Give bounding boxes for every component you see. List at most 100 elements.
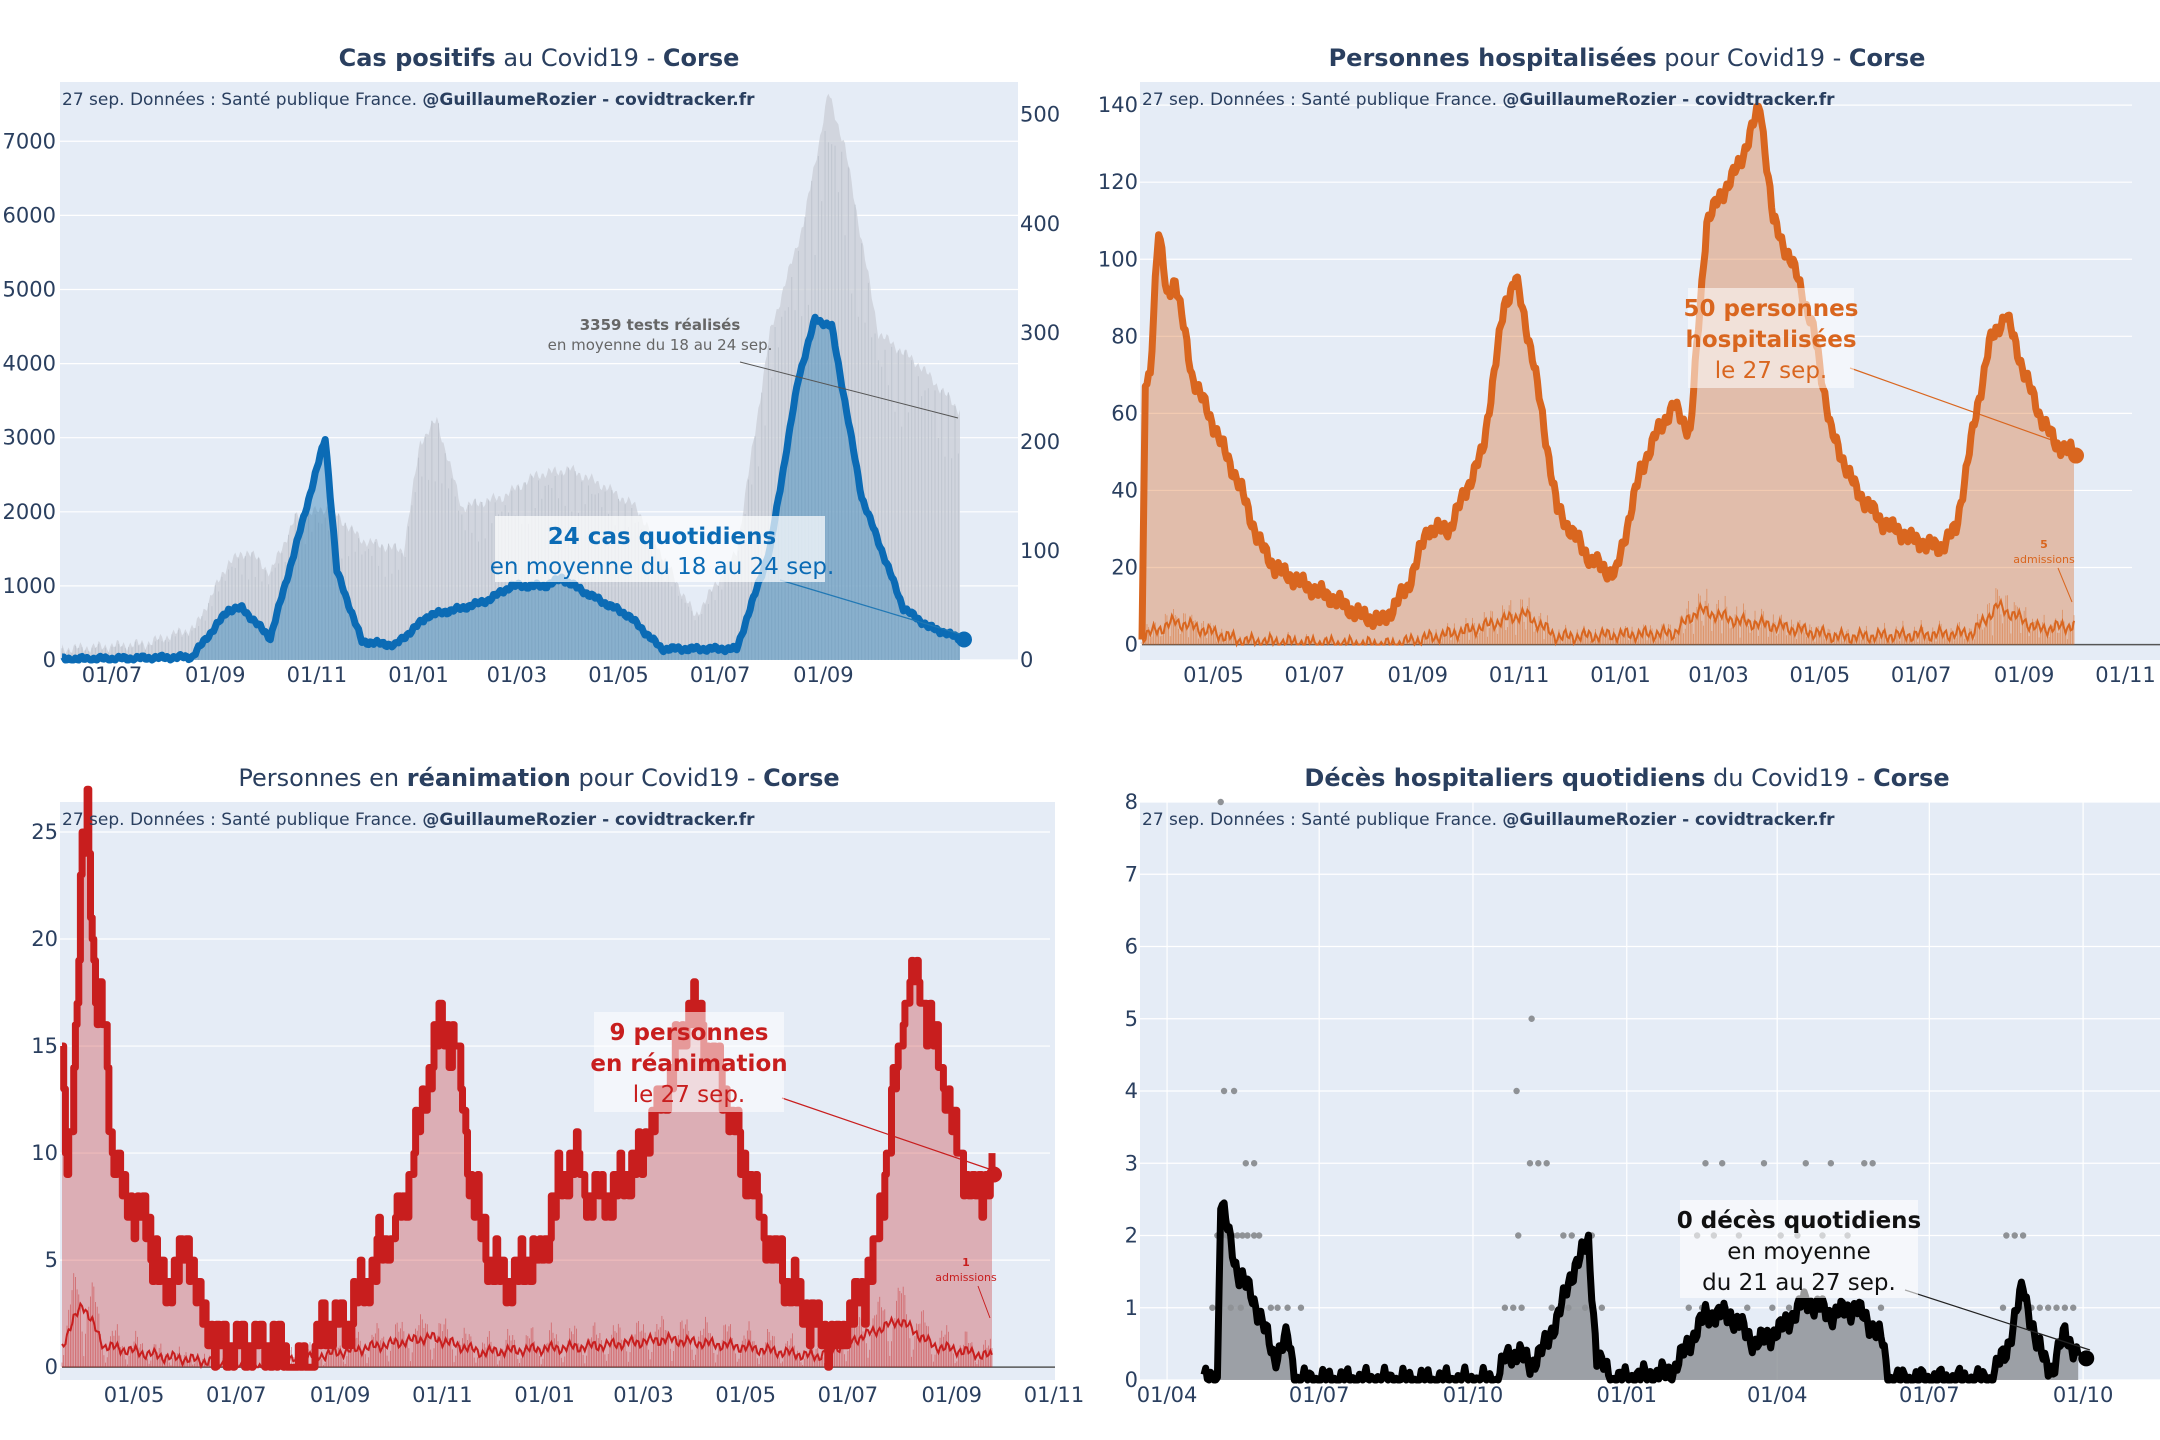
cases-x-tick-label: 01/07 [690, 663, 751, 687]
hosp-admissions-line [1141, 597, 2075, 648]
deaths-daily-dot [1518, 1304, 1525, 1311]
icu-title-part-4: Corse [763, 764, 840, 792]
hosp-admissions-line1: 5 [2040, 538, 2048, 551]
icu-admissions-line2: admissions [935, 1271, 997, 1284]
cases-y-tick-label: 3000 [3, 426, 56, 450]
cases-x-tick-label: 01/03 [487, 663, 548, 687]
icu-x-tick-label: 01/11 [412, 1383, 473, 1407]
hosp-admissions-line2: admissions [2013, 553, 2075, 566]
icu-annotation-line2: en réanimation [590, 1051, 787, 1077]
hosp-y-tick-label: 40 [1111, 478, 1138, 502]
deaths-daily-dot [1255, 1232, 1263, 1239]
cases-annotation-box [495, 516, 825, 582]
hosp-y-tick-label: 0 [1125, 633, 1138, 657]
deaths-daily-dot [1274, 1304, 1281, 1311]
icu-line [60, 785, 996, 1371]
icu-admissions-line1: 1 [962, 1256, 970, 1269]
deaths-daily-dot [1769, 1304, 1776, 1311]
deaths-daily-dot [1239, 1232, 1246, 1239]
deaths-annotation-arrow [1904, 1289, 2091, 1351]
deaths-daily-dot [1543, 1160, 1550, 1167]
deaths-daily-dot [1242, 1160, 1249, 1167]
cases-y-tick-label: 0 [43, 648, 56, 672]
deaths-daily-dot [1581, 1304, 1589, 1311]
hosp-y-tick-label: 120 [1098, 170, 1138, 194]
deaths-daily-dot [1501, 1304, 1509, 1311]
deaths-y-tick-label: 4 [1125, 1079, 1138, 1103]
deaths-y-tick-label: 6 [1125, 935, 1138, 959]
deaths-y-tick-label: 1 [1125, 1296, 1138, 1320]
deaths-daily-dot [1528, 1015, 1535, 1022]
panel-icu: 01/05 01/07 01/09 01/11 01/01 01/03 01/05 01/07… [31, 764, 1084, 1407]
icu-x-tick-label: 01/05 [104, 1383, 165, 1407]
deaths-daily-dot [1515, 1232, 1522, 1239]
deaths-x-tick-label: 01/01 [1596, 1383, 1657, 1407]
cases-y2-tick-label: 400 [1020, 212, 1060, 236]
hosp-x-tick-label: 01/03 [1688, 663, 1749, 687]
cases-x-tick-label: 01/01 [388, 663, 449, 687]
icu-chart-title: Personnes en réanimation pour Covid19 - … [238, 764, 839, 792]
deaths-daily-dot [1510, 1304, 1517, 1311]
deaths-daily-dot [1209, 1304, 1216, 1311]
hosp-y-tick-label: 20 [1111, 556, 1138, 580]
deaths-y-tick-label: 0 [1125, 1368, 1138, 1392]
cases-last-point [956, 631, 972, 648]
deaths-annotation-line3: du 21 au 27 sep. [1702, 1270, 1896, 1296]
deaths-annotation: 0 décès quotidiens en moyenne du 21 au 2… [1677, 1200, 2091, 1351]
deaths-daily-dot [1234, 1232, 1241, 1239]
deaths-title-part-3: Corse [1873, 764, 1950, 792]
deaths-daily-dot [1548, 1304, 1555, 1311]
icu-x-tick-label: 01/01 [514, 1383, 575, 1407]
cases-x-tick-label: 01/09 [793, 663, 854, 687]
source-plain: 27 sep. Données : Santé publique France. [1142, 90, 1502, 110]
deaths-x-tick-label: 01/10 [1443, 1383, 1504, 1407]
hosp-annotation-line1: 50 personnes [1684, 296, 1859, 322]
cases-x-tick-label: 01/07 [82, 663, 143, 687]
deaths-daily-dot [2036, 1304, 2043, 1311]
deaths-daily-dot [1250, 1232, 1258, 1239]
deaths-daily-dot [1230, 1087, 1238, 1095]
cases-annotation-line2: en moyenne du 18 au 24 sep. [490, 554, 835, 580]
hosp-x-tick-label: 01/09 [1388, 663, 1449, 687]
icu-y-tick-label: 10 [31, 1141, 58, 1165]
cases-annotation-arrow [779, 579, 961, 635]
icu-last-point [986, 1166, 1002, 1183]
hosp-plot-area [1140, 82, 2160, 660]
cases-title-part-2: au Covid19 - [496, 44, 663, 72]
hosp-y-tick-label: 140 [1098, 93, 1138, 117]
deaths-x-tick-label: 01/04 [1747, 1383, 1808, 1407]
icu-x-tick-label: 01/09 [922, 1383, 983, 1407]
icu-admissions-annotation: 1 admissions [935, 1256, 997, 1319]
cases-x-tick-label: 01/09 [185, 663, 246, 687]
icu-x-tick-label: 01/09 [310, 1383, 371, 1407]
cases-y2-tick-label: 500 [1020, 103, 1060, 127]
deaths-x-tick-label: 01/07 [1289, 1383, 1350, 1407]
hosp-chart-title: Personnes hospitalisées pour Covid19 - C… [1329, 44, 1926, 72]
hosp-annotation-arrow [1849, 367, 2075, 449]
deaths-source-note: 27 sep. Données : Santé publique France.… [1142, 810, 1835, 830]
deaths-daily-dot [1877, 1304, 1885, 1311]
icu-admissions-arrow [977, 1285, 991, 1319]
hosp-y-tick-label: 100 [1098, 247, 1138, 271]
deaths-daily-dot [2053, 1304, 2060, 1311]
hosp-y-tick-label: 60 [1111, 401, 1138, 425]
hosp-x-tick-label: 01/11 [2095, 663, 2156, 687]
deaths-daily-dot [1284, 1304, 1291, 1311]
deaths-title-part-1: Décès hospitaliers quotidiens [1304, 764, 1705, 792]
cases-y-tick-label: 7000 [3, 129, 56, 153]
source-bold: @GuillaumeRozier - covidtracker.fr [422, 810, 755, 830]
cases-x-tick-label: 01/11 [287, 663, 348, 687]
icu-x-tick-label: 01/03 [613, 1383, 674, 1407]
source-bold: @GuillaumeRozier - covidtracker.fr [422, 90, 755, 110]
deaths-annotation-line1: 0 décès quotidiens [1677, 1208, 1922, 1234]
hosp-last-point [2068, 447, 2084, 464]
icu-x-tick-label: 01/11 [1024, 1383, 1085, 1407]
cases-title-part-1: Cas positifs [339, 44, 496, 72]
deaths-daily-dot [1217, 798, 1224, 806]
hosp-source-note: 27 sep. Données : Santé publique France.… [1142, 90, 1835, 110]
cases-y2-tick-label: 100 [1020, 539, 1060, 563]
icu-y-tick-label: 0 [45, 1355, 58, 1379]
cases-y2-tick-label: 200 [1020, 430, 1060, 454]
deaths-daily-dot [1802, 1160, 1809, 1167]
deaths-annotation-box [1680, 1200, 1918, 1298]
